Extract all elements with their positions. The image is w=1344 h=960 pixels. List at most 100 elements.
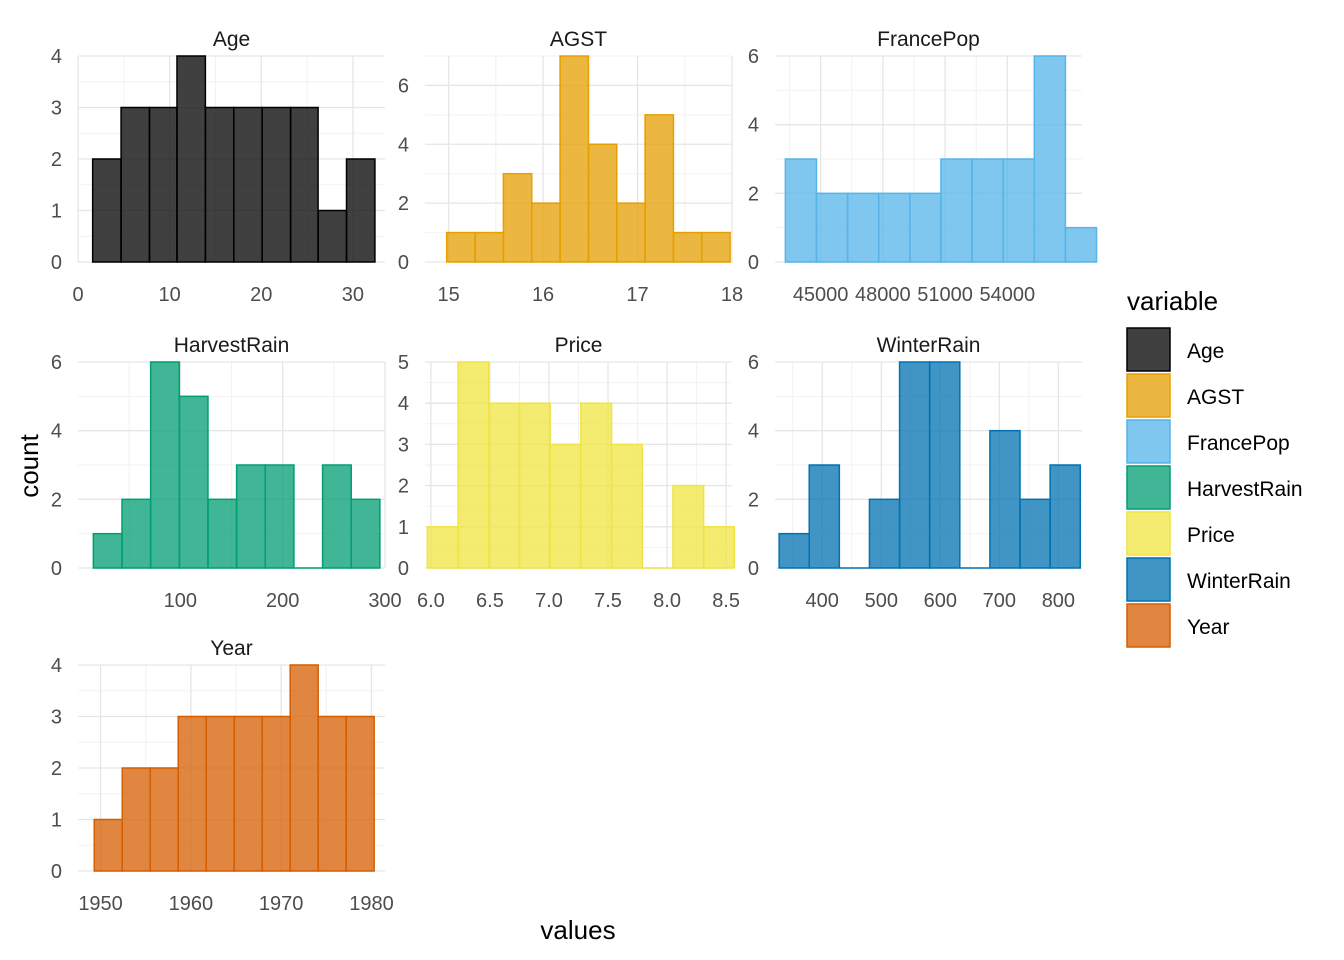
y-tick-label: 6 <box>398 75 409 97</box>
x-tick-label: 15 <box>437 284 459 306</box>
histogram-bar <box>1002 158 1036 263</box>
histogram-bar <box>233 715 263 872</box>
histogram-bar <box>877 192 911 263</box>
y-tick-label: 4 <box>51 421 62 443</box>
y-tick-label: 1 <box>398 517 409 539</box>
histogram-bar <box>868 498 901 569</box>
x-tick-label: 6.5 <box>476 590 504 612</box>
y-tick-label: 3 <box>398 434 409 456</box>
y-tick-label: 4 <box>748 421 759 443</box>
histogram-bar <box>317 715 347 872</box>
histogram-bar <box>846 192 880 263</box>
legend-swatch <box>1126 557 1171 602</box>
histogram-bar <box>502 172 533 263</box>
y-tick-label: 2 <box>748 183 759 205</box>
histogram-bar <box>808 464 841 569</box>
histogram-bar <box>148 106 178 263</box>
x-tick-label: 7.0 <box>535 590 563 612</box>
histogram-bar <box>261 106 292 263</box>
y-tick-label: 4 <box>51 655 62 677</box>
facet-francepop: FrancePop 0 2 4 6 45000 48000 51000 54000 <box>748 28 1098 306</box>
histogram-bar <box>518 402 551 569</box>
x-tick-label: 700 <box>983 590 1016 612</box>
facet-strip-label: WinterRain <box>877 334 981 357</box>
legend-item-winterrain: WinterRain <box>1126 557 1291 602</box>
y-tick-label: 6 <box>748 46 759 68</box>
legend-label: AGST <box>1187 386 1244 409</box>
x-tick-label: 16 <box>532 284 554 306</box>
legend-swatch <box>1126 373 1171 418</box>
legend-title: variable <box>1127 286 1218 316</box>
y-tick-label: 5 <box>398 352 409 374</box>
histogram-bar <box>784 158 818 263</box>
x-tick-label: 10 <box>159 284 181 306</box>
histogram-bar <box>587 143 618 263</box>
x-tick-label: 8.5 <box>712 590 740 612</box>
histogram-bar <box>235 464 267 569</box>
histogram-bar <box>1049 464 1081 569</box>
histogram-bar <box>120 106 151 263</box>
legend-item-harvestrain: HarvestRain <box>1126 465 1303 510</box>
y-tick-label: 3 <box>51 707 62 729</box>
x-tick-label: 1950 <box>78 893 123 915</box>
histogram-bar <box>701 231 731 263</box>
y-tick-label: 0 <box>51 558 62 580</box>
y-tick-label: 2 <box>51 149 62 171</box>
y-tick-label: 3 <box>51 98 62 120</box>
x-tick-label: 6.0 <box>417 590 445 612</box>
x-axis-title: values <box>540 915 615 945</box>
histogram-bar <box>445 231 476 263</box>
legend-swatch <box>1126 511 1171 556</box>
facet-age: Age 0 1 2 3 4 0 10 20 30 <box>51 28 385 306</box>
x-tick-label: 45000 <box>793 284 849 306</box>
x-tick-label: 20 <box>250 284 272 306</box>
x-tick-label: 48000 <box>855 284 911 306</box>
histogram-bar <box>345 715 375 872</box>
y-tick-label: 4 <box>51 46 62 68</box>
facet-year: Year 0 1 2 3 4 1950 1960 1970 1980 <box>51 637 394 915</box>
x-tick-label: 18 <box>721 284 743 306</box>
histogram-bar <box>121 767 151 872</box>
histogram-bar <box>1019 498 1051 569</box>
histogram-bar <box>474 231 505 263</box>
legend-item-price: Price <box>1126 511 1235 556</box>
facet-winterrain: WinterRain 0 2 4 6 400 500 600 700 800 <box>748 334 1082 612</box>
histogram-bar <box>176 55 207 263</box>
facet-strip-label: FrancePop <box>877 28 980 51</box>
legend-label: HarvestRain <box>1187 478 1303 501</box>
y-tick-label: 0 <box>748 252 759 274</box>
legend-item-agst: AGST <box>1126 373 1244 418</box>
x-tick-label: 1980 <box>349 893 394 915</box>
y-tick-label: 2 <box>398 193 409 215</box>
histogram-bar <box>672 231 703 263</box>
histogram-bar <box>644 114 675 263</box>
y-tick-label: 0 <box>51 861 62 883</box>
histogram-bar <box>264 464 295 569</box>
legend-swatch <box>1126 603 1171 648</box>
histogram-bar <box>580 402 613 569</box>
histogram-bar <box>702 526 736 569</box>
facet-strip-label: AGST <box>550 28 607 51</box>
histogram-bar <box>610 443 644 569</box>
facet-strip-label: Year <box>210 637 252 660</box>
x-tick-label: 1960 <box>169 893 214 915</box>
x-tick-label: 200 <box>266 590 299 612</box>
x-tick-label: 100 <box>164 590 197 612</box>
histogram-bar <box>898 361 931 569</box>
y-tick-label: 0 <box>748 558 759 580</box>
histogram-bar <box>928 361 961 569</box>
histogram-bar <box>559 55 590 263</box>
legend-item-francepop: FrancePop <box>1126 419 1290 464</box>
x-tick-label: 800 <box>1042 590 1075 612</box>
x-tick-label: 8.0 <box>653 590 681 612</box>
x-tick-label: 54000 <box>980 284 1036 306</box>
histogram-bar <box>289 106 319 263</box>
histogram-bar <box>93 818 123 872</box>
x-tick-label: 1970 <box>259 893 304 915</box>
facet-price: Price 0 1 2 3 4 5 6.0 6.5 7.0 7.5 8.0 8.5 <box>398 334 740 612</box>
histogram-bar <box>261 715 291 872</box>
y-tick-label: 1 <box>51 810 62 832</box>
histogram-bar <box>321 464 352 569</box>
histogram-bar <box>289 664 319 872</box>
histogram-bar <box>1064 226 1098 263</box>
